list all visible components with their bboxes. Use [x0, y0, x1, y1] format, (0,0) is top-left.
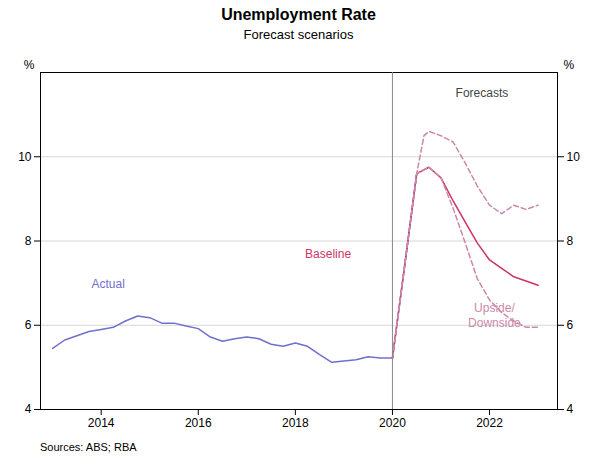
svg-text:Forecasts: Forecasts — [456, 86, 509, 100]
svg-text:8: 8 — [25, 234, 32, 248]
svg-text:2016: 2016 — [185, 416, 212, 430]
svg-text:2022: 2022 — [476, 416, 503, 430]
svg-text:6: 6 — [567, 318, 574, 332]
svg-text:%: % — [24, 58, 35, 72]
svg-text:10: 10 — [18, 150, 32, 164]
svg-text:10: 10 — [567, 150, 581, 164]
html-text:Forecast scenarios: Forecast scenarios — [243, 27, 354, 42]
html-text:Sources: ABS; RBA: Sources: ABS; RBA — [40, 441, 137, 453]
svg-text:8: 8 — [567, 234, 574, 248]
svg-text:4: 4 — [567, 402, 574, 416]
svg-text:Upside/Downside: Upside/Downside — [468, 301, 521, 329]
svg-text:4: 4 — [25, 402, 32, 416]
svg-text:6: 6 — [25, 318, 32, 332]
svg-text:%: % — [564, 58, 575, 72]
html-text:Unemployment Rate: Unemployment Rate — [221, 6, 376, 23]
svg-text:2018: 2018 — [282, 416, 309, 430]
svg-text:Actual: Actual — [91, 277, 124, 291]
svg-text:2014: 2014 — [88, 416, 115, 430]
svg-text:Baseline: Baseline — [305, 247, 351, 261]
svg-text:2020: 2020 — [379, 416, 406, 430]
